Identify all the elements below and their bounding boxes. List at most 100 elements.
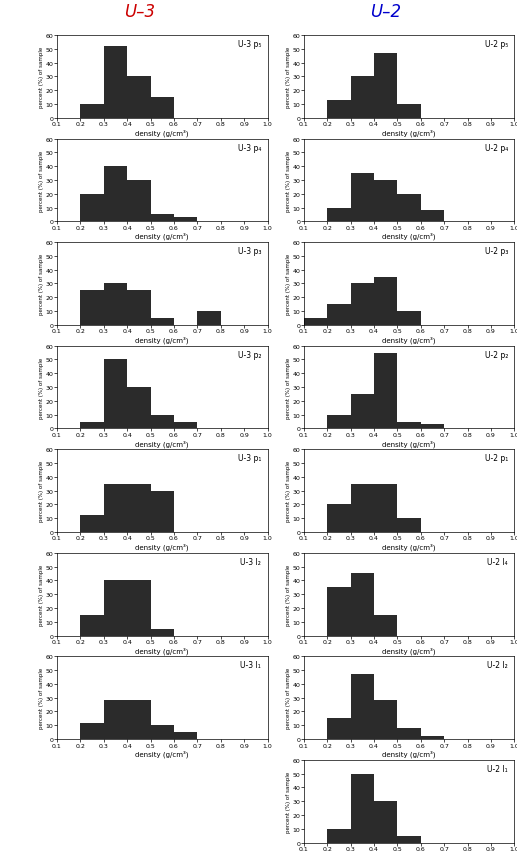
Y-axis label: percent (%) of sample: percent (%) of sample [286,461,291,521]
Text: U-3 p₁: U-3 p₁ [238,454,261,463]
Y-axis label: percent (%) of sample: percent (%) of sample [39,47,44,107]
Bar [351,485,374,532]
Bar [374,485,398,532]
Y-axis label: percent (%) of sample: percent (%) of sample [286,47,291,107]
Bar [374,277,398,326]
Bar [351,774,374,843]
Y-axis label: percent (%) of sample: percent (%) of sample [286,253,291,315]
Text: U-3 p₃: U-3 p₃ [238,247,261,256]
Bar [398,836,421,843]
X-axis label: density (g/cm³): density (g/cm³) [135,336,189,344]
Text: U-3 l₁: U-3 l₁ [240,660,261,670]
Bar [174,733,197,740]
Bar [127,700,150,740]
Text: U–2: U–2 [370,3,401,20]
Bar [327,718,351,740]
Bar [374,700,398,740]
Bar [421,736,444,740]
Text: U-3 l₂: U-3 l₂ [240,557,261,566]
Bar [351,394,374,429]
Text: U-2 p₁: U-2 p₁ [485,454,508,463]
Text: U-3 p₂: U-3 p₂ [238,351,261,359]
Y-axis label: percent (%) of sample: percent (%) of sample [286,357,291,418]
Bar [127,291,150,326]
Text: U-2 p₅: U-2 p₅ [485,40,508,49]
X-axis label: density (g/cm³): density (g/cm³) [135,129,189,136]
Bar [327,415,351,429]
Bar [150,319,174,326]
Y-axis label: percent (%) of sample: percent (%) of sample [39,253,44,315]
Bar [174,218,197,222]
Bar [80,194,104,222]
Bar [127,485,150,532]
Y-axis label: percent (%) of sample: percent (%) of sample [286,771,291,832]
Bar [327,588,351,635]
Y-axis label: percent (%) of sample: percent (%) of sample [286,667,291,728]
X-axis label: density (g/cm³): density (g/cm³) [383,647,436,654]
Bar [327,101,351,119]
Bar [351,284,374,326]
Bar [80,105,104,119]
Bar [351,174,374,222]
X-axis label: density (g/cm³): density (g/cm³) [135,647,189,654]
Bar [150,215,174,222]
Bar [374,181,398,222]
X-axis label: density (g/cm³): density (g/cm³) [135,543,189,550]
X-axis label: density (g/cm³): density (g/cm³) [383,336,436,344]
Text: U-2 l₂: U-2 l₂ [488,660,508,670]
Bar [351,78,374,119]
Bar [374,801,398,843]
Bar [104,700,127,740]
Y-axis label: percent (%) of sample: percent (%) of sample [39,150,44,212]
Bar [104,284,127,326]
Text: U-2 p₂: U-2 p₂ [485,351,508,359]
X-axis label: density (g/cm³): density (g/cm³) [383,543,436,550]
Bar [150,629,174,635]
X-axis label: density (g/cm³): density (g/cm³) [135,439,189,447]
Bar [197,311,221,326]
Bar [127,78,150,119]
Y-axis label: percent (%) of sample: percent (%) of sample [39,667,44,728]
Text: U-2 p₃: U-2 p₃ [485,247,508,256]
X-axis label: density (g/cm³): density (g/cm³) [135,750,189,757]
Bar [398,422,421,429]
Bar [127,181,150,222]
Bar [327,505,351,532]
Bar [174,422,197,429]
Text: U-3 p₅: U-3 p₅ [238,40,261,49]
X-axis label: density (g/cm³): density (g/cm³) [383,233,436,241]
Bar [327,208,351,222]
Bar [80,722,104,740]
Text: U-2 l₁: U-2 l₁ [488,764,508,773]
X-axis label: density (g/cm³): density (g/cm³) [135,233,189,241]
Bar [374,615,398,635]
Bar [421,211,444,222]
Text: U-2 p₄: U-2 p₄ [485,143,508,153]
Bar [80,422,104,429]
Bar [398,105,421,119]
Bar [104,47,127,119]
Bar [327,305,351,326]
Bar [150,725,174,740]
Bar [351,574,374,635]
Bar [104,581,127,635]
Bar [80,291,104,326]
Bar [303,319,327,326]
Bar [351,675,374,740]
Text: U–3: U–3 [124,3,155,20]
X-axis label: density (g/cm³): density (g/cm³) [383,129,436,136]
Text: U-2 l₄: U-2 l₄ [488,557,508,566]
Y-axis label: percent (%) of sample: percent (%) of sample [286,564,291,625]
Y-axis label: percent (%) of sample: percent (%) of sample [39,357,44,418]
Bar [398,728,421,740]
Bar [398,519,421,532]
Bar [150,415,174,429]
Bar [374,353,398,429]
Y-axis label: percent (%) of sample: percent (%) of sample [39,461,44,521]
Bar [104,485,127,532]
Y-axis label: percent (%) of sample: percent (%) of sample [286,150,291,212]
Bar [327,829,351,843]
X-axis label: density (g/cm³): density (g/cm³) [383,750,436,757]
Bar [104,360,127,429]
Bar [104,167,127,222]
